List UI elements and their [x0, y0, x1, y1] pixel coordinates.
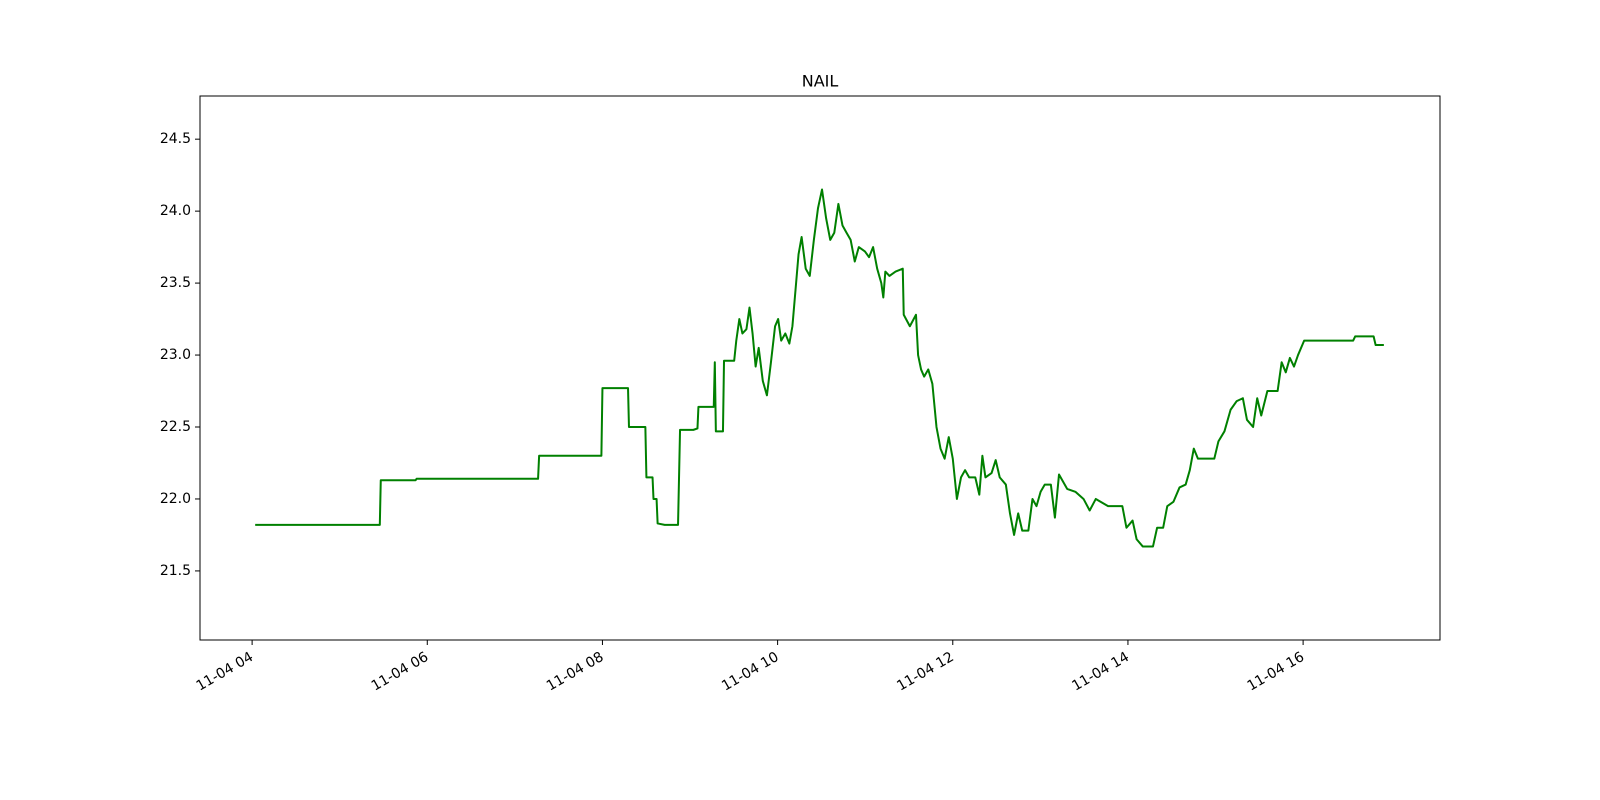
- chart-title: NAIL: [802, 72, 839, 91]
- y-tick-label: 24.5: [160, 131, 191, 147]
- price-line: [255, 188, 1384, 548]
- y-tick-label: 21.5: [160, 563, 191, 579]
- plot-frame: [199, 95, 1441, 641]
- x-tick-label: 11-04 14: [1069, 649, 1132, 694]
- x-tick-label: 11-04 16: [1245, 649, 1308, 694]
- x-tick-label: 11-04 06: [369, 649, 432, 694]
- x-tick-label: 11-04 04: [194, 649, 257, 694]
- y-tick-label: 23.0: [160, 347, 191, 363]
- y-tick-label: 24.0: [160, 203, 191, 219]
- x-tick-label: 11-04 10: [719, 649, 782, 694]
- x-tick-label: 11-04 08: [544, 649, 607, 694]
- y-tick-label: 22.0: [160, 491, 191, 507]
- y-tick-label: 22.5: [160, 419, 191, 435]
- y-tick-label: 23.5: [160, 275, 191, 291]
- x-tick-label: 11-04 12: [894, 649, 957, 694]
